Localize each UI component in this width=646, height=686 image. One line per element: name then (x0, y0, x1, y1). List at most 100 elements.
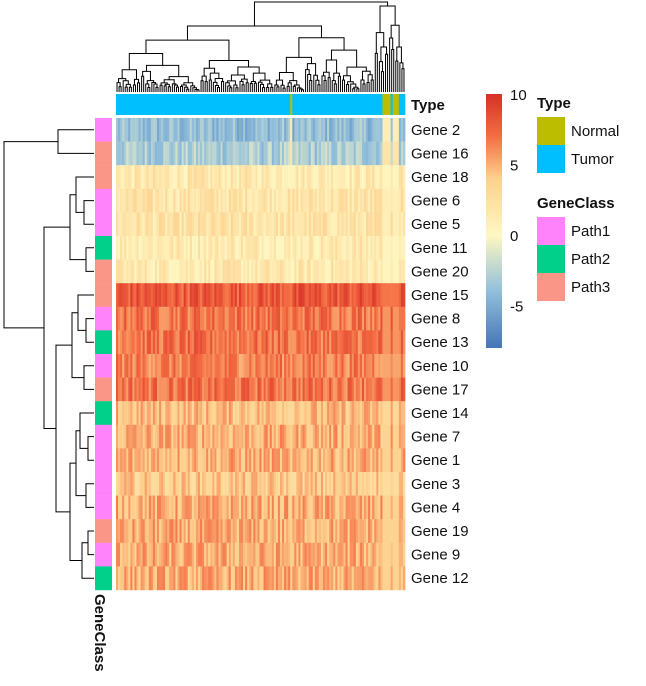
heatmap-cell (148, 236, 152, 260)
heatmap-cell (279, 377, 283, 402)
heatmap-cell (159, 472, 162, 496)
heatmap-cell (296, 519, 299, 543)
heatmap-cell (357, 472, 361, 496)
heatmap-cell (226, 212, 230, 237)
heatmap-cell (263, 330, 266, 355)
heatmap-cell (300, 542, 303, 567)
heatmap-cell (251, 118, 254, 142)
heatmap-cell (398, 188, 402, 213)
heatmap-cell (277, 188, 281, 213)
heatmap-cell (175, 188, 178, 213)
heatmap-cell (208, 424, 211, 449)
heatmap-cell (343, 236, 346, 260)
heatmap-cell (343, 566, 346, 591)
heatmap-cell (275, 141, 279, 166)
heatmap-cell (156, 448, 160, 473)
heatmap-cell (159, 424, 162, 449)
heatmap-cell (402, 377, 406, 402)
heatmap-cell (124, 377, 127, 402)
heatmap-cell (132, 212, 135, 237)
heatmap-cell (173, 236, 176, 260)
heatmap-cell (181, 188, 184, 213)
heatmap-cell (136, 141, 139, 166)
heatmap-cell (140, 236, 143, 260)
heatmap-cell (392, 188, 396, 213)
heatmap-cell (202, 212, 205, 237)
heatmap-cell (154, 212, 158, 237)
heatmap-cell (353, 141, 357, 166)
heatmap-cell (177, 118, 180, 142)
heatmap-cell (267, 519, 271, 543)
heatmap-cell (150, 259, 154, 284)
heatmap-cell (341, 212, 344, 237)
heatmap-cell (331, 118, 334, 142)
heatmap-cell (167, 495, 170, 520)
heatmap-cell (388, 377, 391, 402)
heatmap-cell (304, 566, 307, 591)
heatmap-cell (161, 141, 164, 166)
heatmap-cell (216, 283, 219, 307)
heatmap-cell (132, 542, 135, 567)
heatmap-cell (312, 401, 316, 425)
heatmap-cell (277, 259, 281, 284)
heatmap-cell (400, 354, 404, 378)
heatmap-cell (279, 283, 283, 307)
heatmap-cell (382, 212, 385, 237)
heatmap-cell (269, 448, 273, 473)
heatmap-cell (140, 566, 143, 591)
heatmap-cell (202, 377, 205, 402)
heatmap-cell (132, 188, 135, 213)
type-annotation-cell (138, 94, 141, 115)
heatmap-cell (197, 283, 201, 307)
heatmap-cell (120, 401, 123, 425)
heatmap-cell (329, 401, 332, 425)
heatmap-cell (191, 212, 195, 237)
heatmap-cell (202, 330, 205, 355)
heatmap-cell (304, 212, 307, 237)
heatmap-cell (335, 118, 338, 142)
type-annotation-cell (372, 94, 375, 115)
heatmap-cell (236, 330, 240, 355)
heatmap-cell (351, 424, 355, 449)
heatmap-cell (316, 236, 320, 260)
heatmap-cell (337, 283, 340, 307)
heatmap-cell (263, 542, 266, 567)
heatmap-cell (120, 566, 123, 591)
heatmap-cell (378, 495, 381, 520)
heatmap-cell (148, 542, 152, 567)
heatmap-cell (288, 401, 291, 425)
type-annotation-cell (222, 94, 225, 115)
heatmap-cell (300, 236, 303, 260)
heatmap-cell (273, 236, 277, 260)
heatmap-cell (353, 566, 357, 591)
type-annotation-cell (273, 94, 277, 115)
heatmap-cell (386, 212, 389, 237)
heatmap-cell (267, 542, 271, 567)
heatmap-cell (245, 566, 248, 591)
heatmap-cell (310, 448, 314, 473)
heatmap-cell (366, 212, 369, 237)
heatmap-cell (361, 283, 365, 307)
heatmap-cell (269, 472, 273, 496)
heatmap-cell (271, 212, 275, 237)
heatmap-cell (343, 542, 346, 567)
heatmap-cell (331, 472, 334, 496)
heatmap-cell (400, 118, 404, 142)
heatmap-cell (314, 118, 318, 142)
heatmap-cell (296, 448, 299, 473)
dendrogram-branch (145, 39, 230, 61)
heatmap-cell (236, 401, 240, 425)
geneclass-annotation-cell (95, 448, 112, 473)
heatmap-cell (271, 118, 275, 142)
heatmap-cell (181, 330, 184, 355)
heatmap-cell (130, 188, 133, 213)
heatmap-cell (343, 354, 346, 378)
heatmap-cell (232, 306, 236, 331)
heatmap-cell (144, 141, 148, 166)
heatmap-cell (290, 448, 293, 473)
heatmap-cell (310, 165, 314, 189)
heatmap-cell (333, 377, 336, 402)
heatmap-cell (261, 330, 264, 355)
heatmap-cell (333, 542, 336, 567)
heatmap-cell (349, 118, 353, 142)
